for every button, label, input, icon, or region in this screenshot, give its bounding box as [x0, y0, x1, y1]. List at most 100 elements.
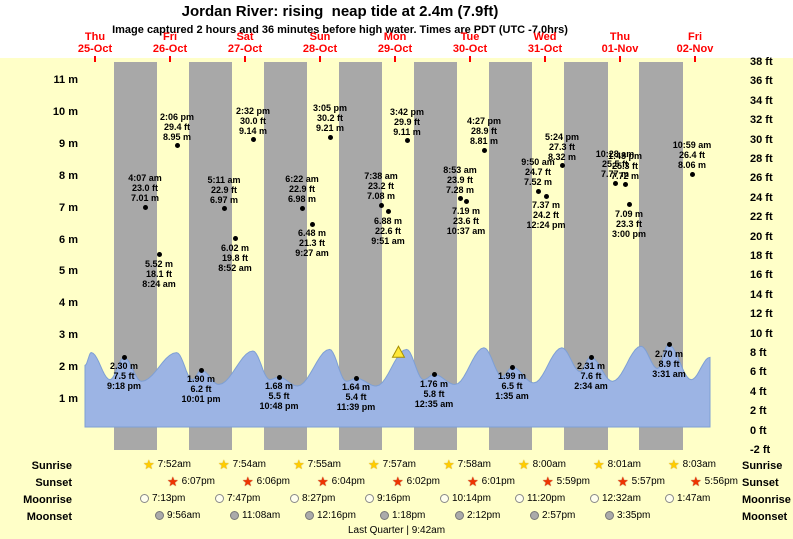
tide-annotation-line: 8.06 m [677, 160, 707, 171]
tide-annotation-line: 1.90 m [186, 374, 216, 385]
sunset-icon: ★ [392, 474, 404, 489]
astro-time: 6:04pm [331, 476, 366, 488]
tide-annotation-line: 10:48 pm [259, 401, 299, 412]
tide-annotation: 2.70 m 8.9 ft 3:31 am [652, 349, 686, 379]
tide-annotation-line: 1:35 am [495, 391, 529, 402]
tide-point-dot [622, 182, 628, 188]
tide-annotation: 3:42 pm 29.9 ft 9.11 m [390, 107, 424, 137]
astro-time: 5:56pm [704, 476, 739, 488]
tide-annotation-line: 5.4 ft [345, 392, 367, 403]
tide-point-dot [276, 374, 282, 380]
tide-annotation-line: 29.4 ft [163, 121, 191, 132]
sunset-icon: ★ [467, 474, 479, 489]
tide-point-dot [612, 180, 618, 186]
sunrise-icon: ★ [218, 457, 230, 472]
astro-time: 11:20pm [527, 493, 566, 504]
astro-entry: ★ 5:56pm [690, 474, 739, 489]
tide-annotation-line: 2.30 m [109, 361, 139, 372]
tide-annotation: 6:22 am 22.9 ft 6.98 m [285, 174, 319, 204]
tide-annotation-line: 7.08 m [366, 191, 396, 202]
tide-annotation-line: 8.95 m [162, 131, 192, 142]
sunset-icon: ★ [690, 474, 702, 489]
moonset-icon [605, 510, 614, 520]
astro-entry: 7:13pm [140, 493, 185, 504]
y-axis-label-ft: 6 ft [750, 366, 767, 379]
moonset-icon [530, 510, 539, 520]
tide-annotation-line: 1.68 m [264, 381, 294, 392]
tide-annotation-line: 2:34 am [574, 381, 608, 392]
y-axis-label-ft: 16 ft [750, 269, 773, 282]
tide-annotation-line: 7.28 m [445, 184, 475, 195]
day-tick [169, 56, 171, 62]
sunrise-icon: ★ [593, 457, 605, 472]
moonset-icon [305, 510, 314, 520]
tide-annotation-line: 10:59 am [672, 140, 712, 151]
y-axis-label-ft: 14 ft [750, 288, 773, 301]
tide-annotation-line: 19.8 ft [221, 252, 248, 263]
astro-entry: 10:14pm [440, 493, 491, 504]
astro-time: 6:07pm [181, 476, 216, 488]
astro-time: 9:16pm [377, 493, 411, 504]
astro-row-label: Moonrise [742, 494, 791, 506]
tide-point-dot [353, 375, 359, 381]
astro-time: 7:55am [307, 459, 342, 471]
tide-point-dot [588, 354, 594, 360]
tide-annotation: 6.02 m 19.8 ft 8:52 am [218, 243, 252, 273]
astro-time: 7:57am [382, 459, 417, 471]
y-axis-label-ft: 20 ft [750, 230, 773, 243]
astro-entry: 7:47pm [215, 493, 260, 504]
astro-time: 7:58am [457, 459, 492, 471]
y-axis-label-m: 9 m [59, 138, 78, 151]
y-axis-label-ft: 34 ft [750, 94, 773, 107]
moonset-icon [155, 510, 164, 520]
tide-annotation-line: 6.2 ft [190, 384, 212, 395]
day-weekday: Mon [383, 31, 407, 43]
tide-annotation-line: 23.9 ft [446, 174, 473, 185]
astro-time: 2:12pm [467, 510, 501, 521]
tide-annotation-line: 7.09 m [614, 208, 644, 219]
tide-point-dot [481, 147, 487, 153]
day-tick [544, 56, 546, 62]
sunset-icon: ★ [242, 474, 254, 489]
tide-annotation: 1.64 m 5.4 ft 11:39 pm [337, 382, 376, 412]
tide-annotation: 10:28 am 25.5 ft 7.77 m [596, 149, 635, 179]
tide-annotation-line: 25.3 ft [611, 160, 639, 171]
tide-annotation-line: 12:35 am [414, 398, 454, 409]
day-weekday: Thu [609, 31, 631, 43]
astro-time: 7:47pm [227, 493, 261, 504]
sunset-icon: ★ [317, 474, 329, 489]
y-axis-label-ft: -2 ft [750, 444, 771, 456]
tide-annotation-line: 10:37 am [446, 225, 486, 236]
tide-annotation-line: 23.3 ft [615, 218, 643, 229]
tide-annotation: 2.31 m 7.6 ft 2:34 am [574, 361, 608, 391]
astro-entry: ★ 7:57am [368, 458, 417, 471]
tide-annotation-line: 10:01 pm [181, 394, 221, 405]
y-axis-label-ft: 8 ft [750, 347, 767, 359]
tide-point-dot [221, 206, 227, 212]
tide-annotation-line: 6:22 am [285, 174, 319, 185]
tide-point-dot [142, 204, 148, 210]
day-label: Sat 27-Oct [228, 31, 262, 55]
tide-annotation-line: 9:27 am [295, 248, 329, 259]
tide-annotation-line: 8:52 am [218, 262, 252, 273]
tide-annotation-line: 6.02 m [220, 242, 250, 253]
astro-entry: ★ 8:00am [518, 458, 566, 471]
y-axis-label-m: 11 m [53, 74, 78, 87]
astro-entry: ★ 7:52am [143, 458, 191, 471]
tide-annotation-line: 6.88 m [373, 215, 403, 226]
day-weekday: Fri [162, 31, 178, 43]
y-axis-label-m: 4 m [59, 297, 78, 310]
tide-annotation-line: 2:06 pm [159, 111, 195, 122]
tide-annotation: 1:43 pm 25.3 ft 7.72 m [608, 151, 642, 181]
y-axis-label-ft: 38 ft [750, 56, 773, 68]
tide-annotation-line: 1.99 m [497, 371, 527, 382]
tide-annotation: 5:11 am 22.9 ft 6.97 m [207, 175, 240, 205]
tide-annotation-line: 23.2 ft [367, 181, 394, 192]
tide-point-dot [535, 188, 541, 194]
astro-entry: 2:12pm [455, 510, 500, 521]
astro-entry: ★ 8:03am [668, 458, 716, 471]
tide-annotation: 2.30 m 7.5 ft 9:18 pm [107, 361, 141, 391]
tide-annotation-line: 24.2 ft [532, 210, 559, 220]
y-axis-label-ft: 24 ft [750, 191, 773, 204]
